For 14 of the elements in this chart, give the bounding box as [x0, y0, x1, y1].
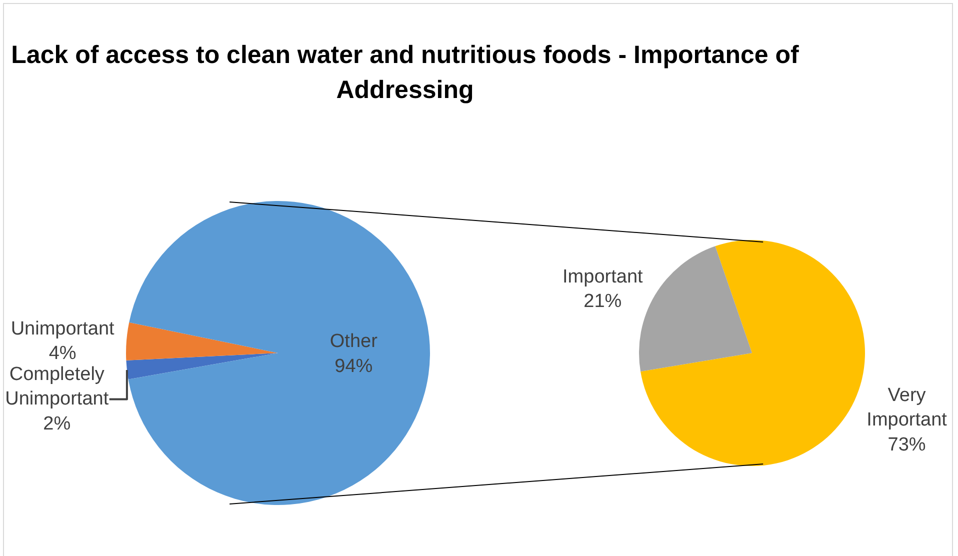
data-label: 21%: [584, 291, 622, 312]
slice-label: Very Important: [866, 384, 948, 431]
slice-label: Unimportant: [10, 318, 116, 340]
chart-title: Lack of access to clean water and nutritious foods - Importance of Addressing: [10, 40, 800, 106]
pie-slice: [126, 322, 278, 360]
data-label: 2%: [43, 413, 71, 434]
data-label: 4%: [48, 343, 76, 364]
data-label: 94%: [334, 356, 373, 377]
slice-label: Other: [330, 331, 378, 352]
pie-slice: [128, 201, 430, 505]
data-label: 73%: [888, 434, 926, 456]
slice-label: Completely Unimportant: [5, 364, 110, 410]
pie-slice: [126, 353, 278, 380]
slice-label: Important: [562, 266, 644, 288]
